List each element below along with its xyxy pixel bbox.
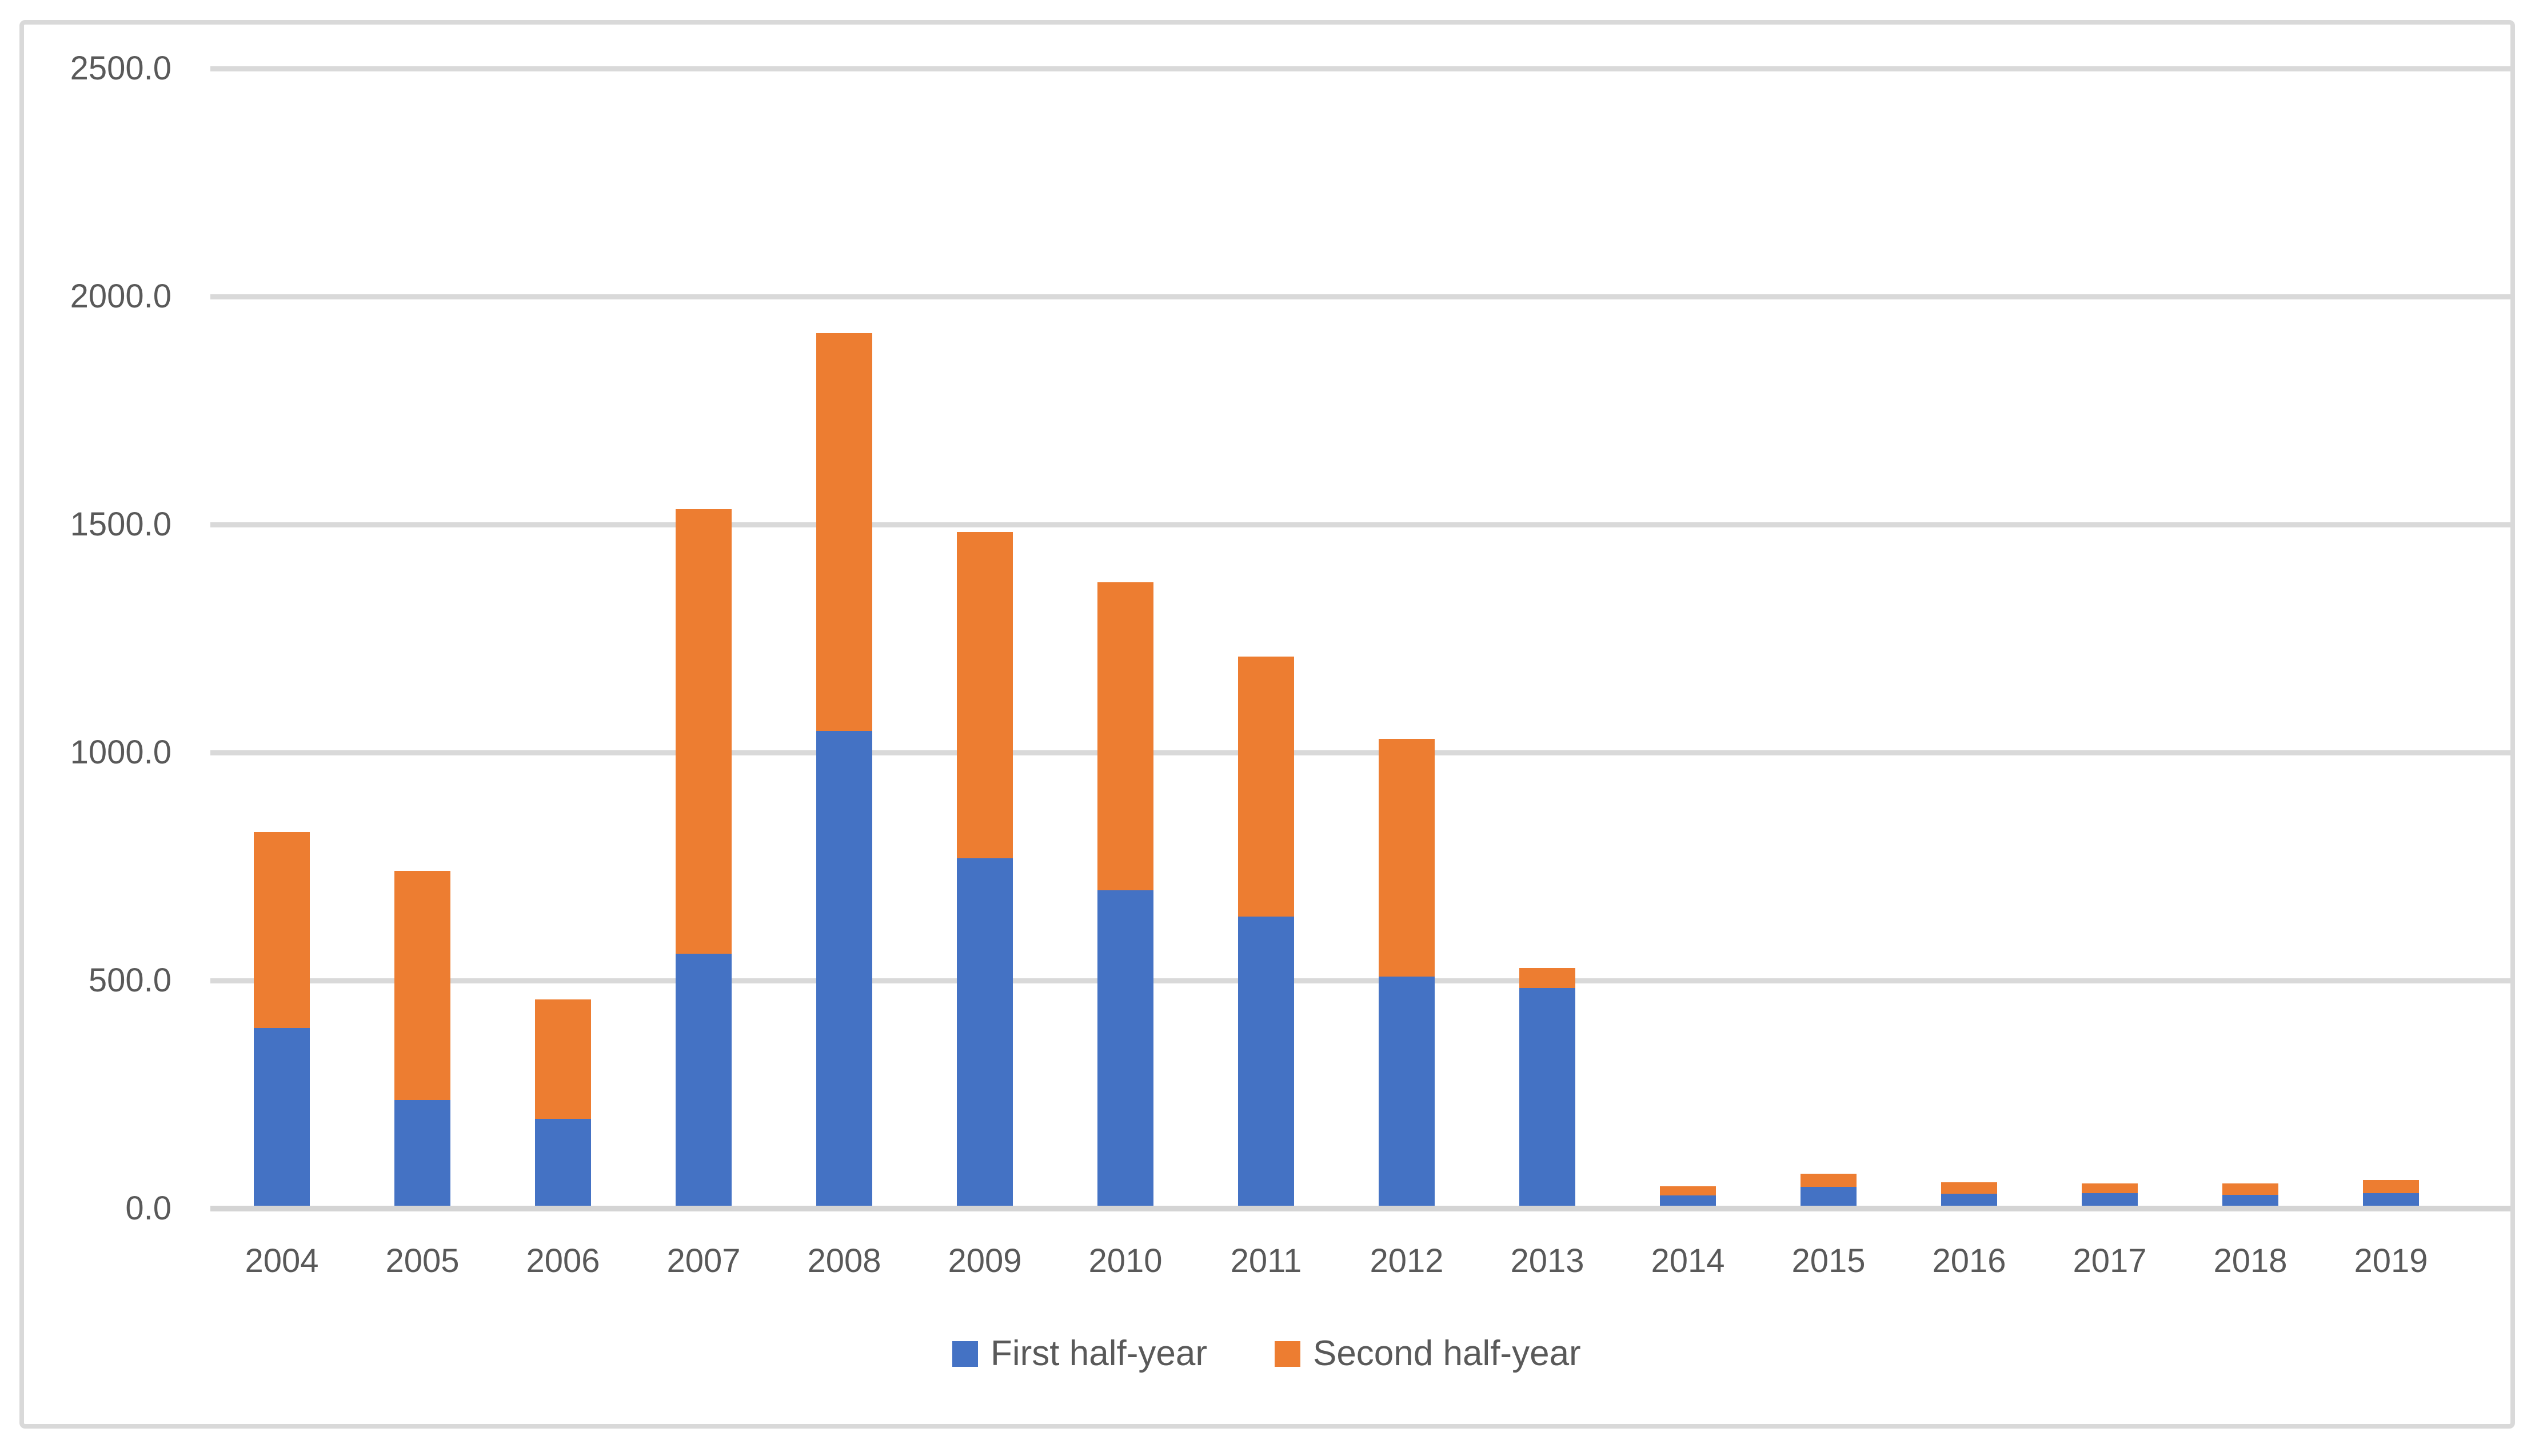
bar-segment-first-half-2008[interactable] (816, 731, 872, 1206)
y-axis-tick-label: 1500.0 (70, 506, 171, 543)
x-axis-tick-label: 2005 (385, 1242, 460, 1279)
bar-segment-second-half-2004[interactable] (254, 832, 310, 1028)
x-axis-line (210, 1206, 2510, 1211)
x-axis-tick-label: 2013 (1510, 1242, 1584, 1279)
bar-segment-first-half-2009[interactable] (957, 858, 1013, 1206)
x-axis-tick-label: 2007 (666, 1242, 741, 1279)
x-axis-tick-label: 2006 (526, 1242, 600, 1279)
y-axis-tick-label: 2500.0 (70, 50, 171, 87)
bar-segment-second-half-2019[interactable] (2363, 1180, 2419, 1193)
x-axis-tick-label: 2016 (1932, 1242, 2006, 1279)
bar-segment-second-half-2012[interactable] (1379, 739, 1435, 977)
bar-segment-second-half-2009[interactable] (957, 532, 1013, 858)
x-axis-tick-label: 2011 (1230, 1242, 1302, 1279)
bar-segment-first-half-2018[interactable] (2222, 1195, 2278, 1206)
x-axis-tick-label: 2015 (1791, 1242, 1866, 1279)
y-axis-tick-label: 2000.0 (70, 278, 171, 315)
bar-segment-second-half-2010[interactable] (1097, 582, 1153, 890)
y-axis-tick-label: 1000.0 (70, 734, 171, 771)
x-axis-tick-label: 2010 (1088, 1242, 1163, 1279)
bar-segment-second-half-2011[interactable] (1238, 657, 1294, 917)
y-gridline (210, 66, 2510, 71)
chart-legend: First half-year Second half-year (952, 1336, 1581, 1371)
bar-segment-second-half-2018[interactable] (2222, 1183, 2278, 1195)
bar-segment-first-half-2005[interactable] (394, 1100, 450, 1206)
x-axis-tick-label: 2019 (2354, 1242, 2428, 1279)
bar-segment-first-half-2004[interactable] (254, 1028, 310, 1206)
y-gridline (210, 294, 2510, 299)
bar-segment-first-half-2006[interactable] (535, 1119, 591, 1206)
x-axis-tick-label: 2009 (948, 1242, 1022, 1279)
bar-segment-first-half-2010[interactable] (1097, 890, 1153, 1206)
bar-segment-second-half-2017[interactable] (2082, 1183, 2138, 1193)
bar-segment-second-half-2016[interactable] (1941, 1182, 1997, 1194)
bar-segment-first-half-2015[interactable] (1801, 1187, 1857, 1206)
legend-label-second-half: Second half-year (1312, 1334, 1581, 1373)
bar-segment-first-half-2011[interactable] (1238, 917, 1294, 1206)
bar-segment-first-half-2013[interactable] (1519, 988, 1575, 1206)
bar-segment-first-half-2017[interactable] (2082, 1193, 2138, 1206)
bar-segment-first-half-2007[interactable] (676, 954, 732, 1206)
y-gridline (210, 978, 2510, 983)
x-axis-tick-label: 2014 (1651, 1242, 1725, 1279)
bar-segment-second-half-2007[interactable] (676, 509, 732, 954)
bar-segment-first-half-2012[interactable] (1379, 977, 1435, 1206)
bar-segment-second-half-2013[interactable] (1519, 968, 1575, 988)
y-gridline (210, 750, 2510, 755)
legend-item-first-half[interactable]: First half-year (952, 1336, 1207, 1371)
x-axis-tick-label: 2008 (807, 1242, 881, 1279)
y-gridline (210, 522, 2510, 527)
y-axis-tick-label: 0.0 (125, 1190, 171, 1227)
bar-segment-first-half-2019[interactable] (2363, 1193, 2419, 1206)
bar-segment-second-half-2014[interactable] (1660, 1186, 1716, 1195)
x-axis-tick-label: 2004 (245, 1242, 319, 1279)
legend-swatch-first-half-icon (952, 1341, 978, 1367)
bar-segment-first-half-2016[interactable] (1941, 1194, 1997, 1206)
x-axis-tick-label: 2017 (2073, 1242, 2147, 1279)
x-axis-tick-label: 2012 (1370, 1242, 1444, 1279)
bar-segment-second-half-2015[interactable] (1801, 1174, 1857, 1187)
y-axis-tick-label: 500.0 (88, 962, 171, 999)
legend-label-first-half: First half-year (991, 1334, 1207, 1373)
legend-item-second-half[interactable]: Second half-year (1274, 1334, 1581, 1373)
bar-segment-second-half-2008[interactable] (816, 333, 872, 731)
legend-swatch-second-half-icon (1274, 1341, 1300, 1367)
bar-segment-second-half-2005[interactable] (394, 871, 450, 1100)
bar-segment-second-half-2006[interactable] (535, 999, 591, 1119)
x-axis-tick-label: 2018 (2213, 1242, 2288, 1279)
bar-segment-first-half-2014[interactable] (1660, 1195, 1716, 1206)
